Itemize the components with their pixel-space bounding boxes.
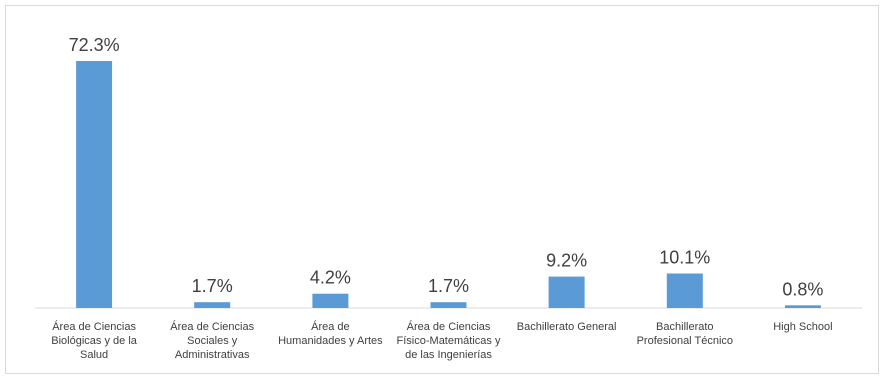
category-label-2: Área de Humanidades y Artes xyxy=(278,320,383,347)
category-label-line: High School xyxy=(773,321,832,333)
category-label-line: Área de Ciencias xyxy=(170,320,254,333)
data-label-6: 0.8% xyxy=(782,279,823,299)
bar-3 xyxy=(430,302,467,308)
category-label-line: Profesional Técnico xyxy=(637,335,733,347)
data-label-2: 4.2% xyxy=(310,268,351,288)
category-label-line: Biológicas y de la xyxy=(51,335,137,347)
category-label-line: Área de Ciencias xyxy=(52,320,136,333)
category-label-line: Físico-Matemáticas y xyxy=(397,335,501,347)
bar-0 xyxy=(76,61,113,308)
category-label-6: High School xyxy=(773,321,832,333)
data-label-1: 1.7% xyxy=(192,276,233,296)
bar-6 xyxy=(784,305,821,308)
category-label-line: Sociales y xyxy=(187,335,238,347)
category-label-line: Salud xyxy=(80,349,108,361)
category-label-line: Bachillerato General xyxy=(517,321,617,333)
data-label-4: 9.2% xyxy=(546,251,587,271)
category-label-line: de las Ingenierías xyxy=(405,349,492,361)
chart-frame xyxy=(5,5,879,374)
category-label-5: Bachillerato Profesional Técnico xyxy=(637,321,733,347)
category-label-1: Área de Ciencias Sociales y Administrativa… xyxy=(170,320,254,361)
data-label-0: 72.3% xyxy=(69,35,120,55)
bar-5 xyxy=(666,273,703,308)
category-label-0: Área de Ciencias Biológicas y de la Salud xyxy=(51,320,137,361)
bar-1 xyxy=(194,302,231,308)
category-label-3: Área de Ciencias Físico-Matemáticas y de l… xyxy=(397,320,501,361)
data-label-5: 10.1% xyxy=(659,248,710,268)
category-label-4: Bachillerato General xyxy=(517,321,617,333)
bar-2 xyxy=(312,293,349,308)
category-label-line: Área de xyxy=(311,320,350,333)
category-label-line: Administrativas xyxy=(175,349,250,361)
category-label-line: Área de Ciencias xyxy=(407,320,491,333)
bar-4 xyxy=(548,276,585,308)
data-label-3: 1.7% xyxy=(428,276,469,296)
category-label-line: Humanidades y Artes xyxy=(278,335,383,347)
category-label-line: Bachillerato xyxy=(656,321,713,333)
